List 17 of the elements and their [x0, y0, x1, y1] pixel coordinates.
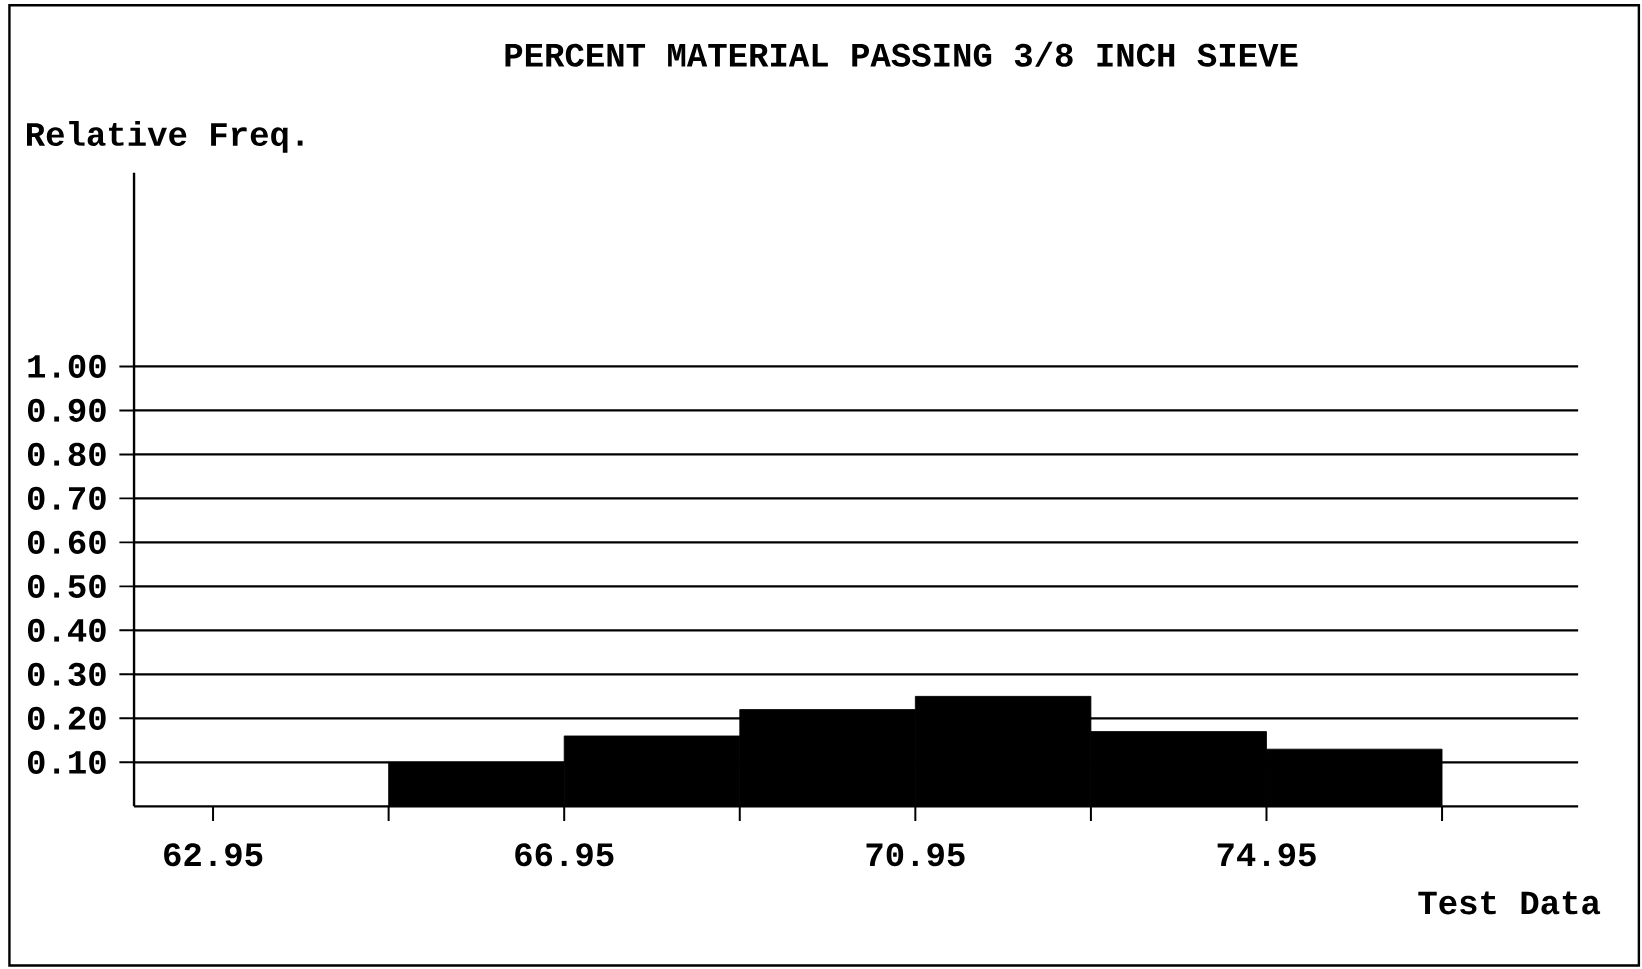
y-tick-label: 1.00	[28, 355, 106, 379]
x-tick-label: 70.95	[866, 843, 965, 867]
y-tick-label: 0.10	[27, 750, 106, 775]
y-tick-label: 0.90	[27, 399, 106, 423]
x-tick-label: 62.95	[164, 843, 263, 867]
x-axis-title: Test Data	[1418, 891, 1601, 915]
y-tick-label: 0.50	[27, 575, 106, 599]
y-tick-label: 0.60	[27, 531, 106, 555]
y-tick-label: 0.20	[27, 706, 106, 731]
y-axis-title: Relative Freq.	[27, 121, 303, 153]
x-tick-label: 66.95	[515, 843, 614, 867]
y-tick-label: 0.80	[27, 443, 106, 467]
chart-title: PERCENT MATERIAL PASSING 3/8 INCH SIEVE	[505, 41, 1298, 67]
y-tick-label: 0.30	[27, 662, 106, 687]
x-tick-label: 74.95	[1217, 843, 1316, 867]
y-tick-label: 0.70	[27, 487, 106, 511]
y-tick-label: 0.40	[27, 619, 106, 643]
